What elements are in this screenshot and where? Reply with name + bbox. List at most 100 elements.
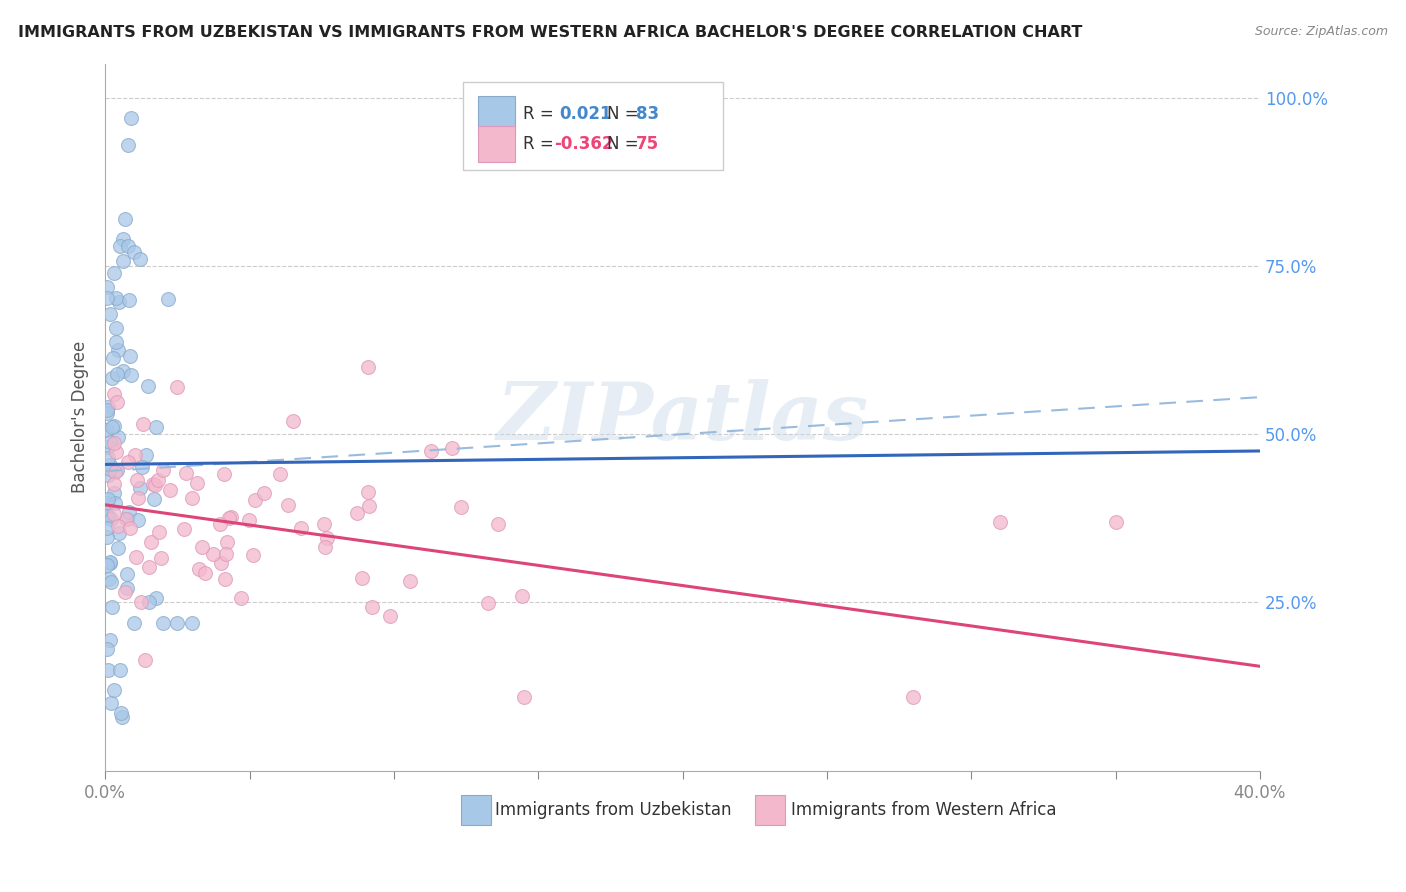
Point (114, 512, 136, 526)
Text: ZIPatlas: ZIPatlas (496, 378, 869, 456)
Point (156, 292, 179, 306)
Point (105, 463, 128, 477)
Point (477, 596, 499, 610)
Point (124, 448, 146, 462)
Point (217, 535, 239, 549)
Point (131, 460, 153, 475)
Point (359, 499, 381, 513)
Point (238, 513, 260, 527)
Point (101, 370, 124, 384)
Point (166, 380, 188, 394)
Point (174, 466, 197, 480)
Y-axis label: Bachelor's Degree: Bachelor's Degree (72, 342, 89, 493)
Point (118, 505, 141, 519)
Point (118, 349, 141, 363)
Point (378, 609, 401, 624)
Point (103, 351, 125, 366)
Point (134, 653, 156, 667)
Text: 75: 75 (637, 135, 659, 153)
Point (166, 615, 188, 630)
Point (218, 511, 240, 525)
Point (97, 492, 120, 507)
Point (108, 525, 131, 540)
Text: N =: N = (607, 105, 640, 123)
Point (103, 386, 125, 401)
Point (96, 508, 118, 523)
Point (96, 403, 118, 417)
Point (107, 294, 129, 309)
Point (150, 551, 173, 566)
Point (100, 512, 122, 526)
Point (110, 706, 132, 720)
Point (346, 506, 368, 520)
Point (104, 320, 127, 334)
Point (103, 436, 125, 450)
Point (104, 465, 127, 479)
Point (352, 571, 374, 585)
Point (127, 473, 149, 487)
Point (180, 615, 202, 630)
Point (450, 500, 472, 514)
Point (281, 414, 304, 428)
Point (105, 395, 128, 409)
Point (127, 491, 149, 505)
Point (97, 400, 120, 414)
Point (96, 520, 118, 534)
Point (152, 615, 174, 630)
Point (215, 547, 238, 561)
Point (145, 591, 167, 605)
Text: N =: N = (607, 135, 640, 153)
Point (191, 540, 214, 554)
Point (107, 519, 129, 533)
Point (108, 238, 131, 252)
FancyBboxPatch shape (478, 95, 515, 133)
Point (104, 334, 127, 349)
Point (269, 467, 291, 482)
Point (988, 515, 1011, 529)
Point (100, 600, 122, 615)
Point (96, 530, 118, 544)
Point (132, 417, 155, 431)
Point (231, 591, 253, 605)
Point (181, 491, 204, 505)
Point (903, 690, 925, 704)
Point (122, 615, 145, 630)
Text: R =: R = (523, 105, 554, 123)
Point (187, 562, 209, 576)
Text: -0.362: -0.362 (554, 135, 614, 153)
Point (360, 599, 382, 614)
Point (103, 476, 125, 491)
Point (145, 420, 167, 434)
Point (143, 477, 166, 491)
Point (98, 557, 121, 571)
Point (96, 496, 118, 510)
Point (96, 423, 118, 437)
Point (440, 441, 463, 455)
Point (125, 549, 148, 564)
Point (100, 696, 122, 710)
Point (117, 293, 139, 308)
Point (186, 476, 208, 491)
Point (96, 406, 118, 420)
Point (139, 535, 162, 549)
Point (209, 517, 232, 532)
Point (486, 517, 509, 532)
Point (96, 279, 118, 293)
Point (277, 499, 299, 513)
Point (138, 595, 160, 609)
Point (98, 434, 121, 449)
Point (142, 491, 165, 506)
Point (312, 517, 335, 532)
Point (103, 419, 125, 434)
Point (117, 512, 139, 526)
Text: IMMIGRANTS FROM UZBEKISTAN VS IMMIGRANTS FROM WESTERN AFRICA BACHELOR'S DEGREE C: IMMIGRANTS FROM UZBEKISTAN VS IMMIGRANTS… (18, 25, 1083, 40)
Point (97, 440, 120, 454)
Point (142, 477, 165, 491)
Point (107, 430, 129, 444)
FancyBboxPatch shape (478, 126, 515, 162)
Point (103, 682, 125, 697)
Point (148, 525, 170, 540)
Point (314, 540, 336, 554)
Point (107, 343, 129, 357)
Text: Immigrants from Uzbekistan: Immigrants from Uzbekistan (495, 801, 733, 819)
